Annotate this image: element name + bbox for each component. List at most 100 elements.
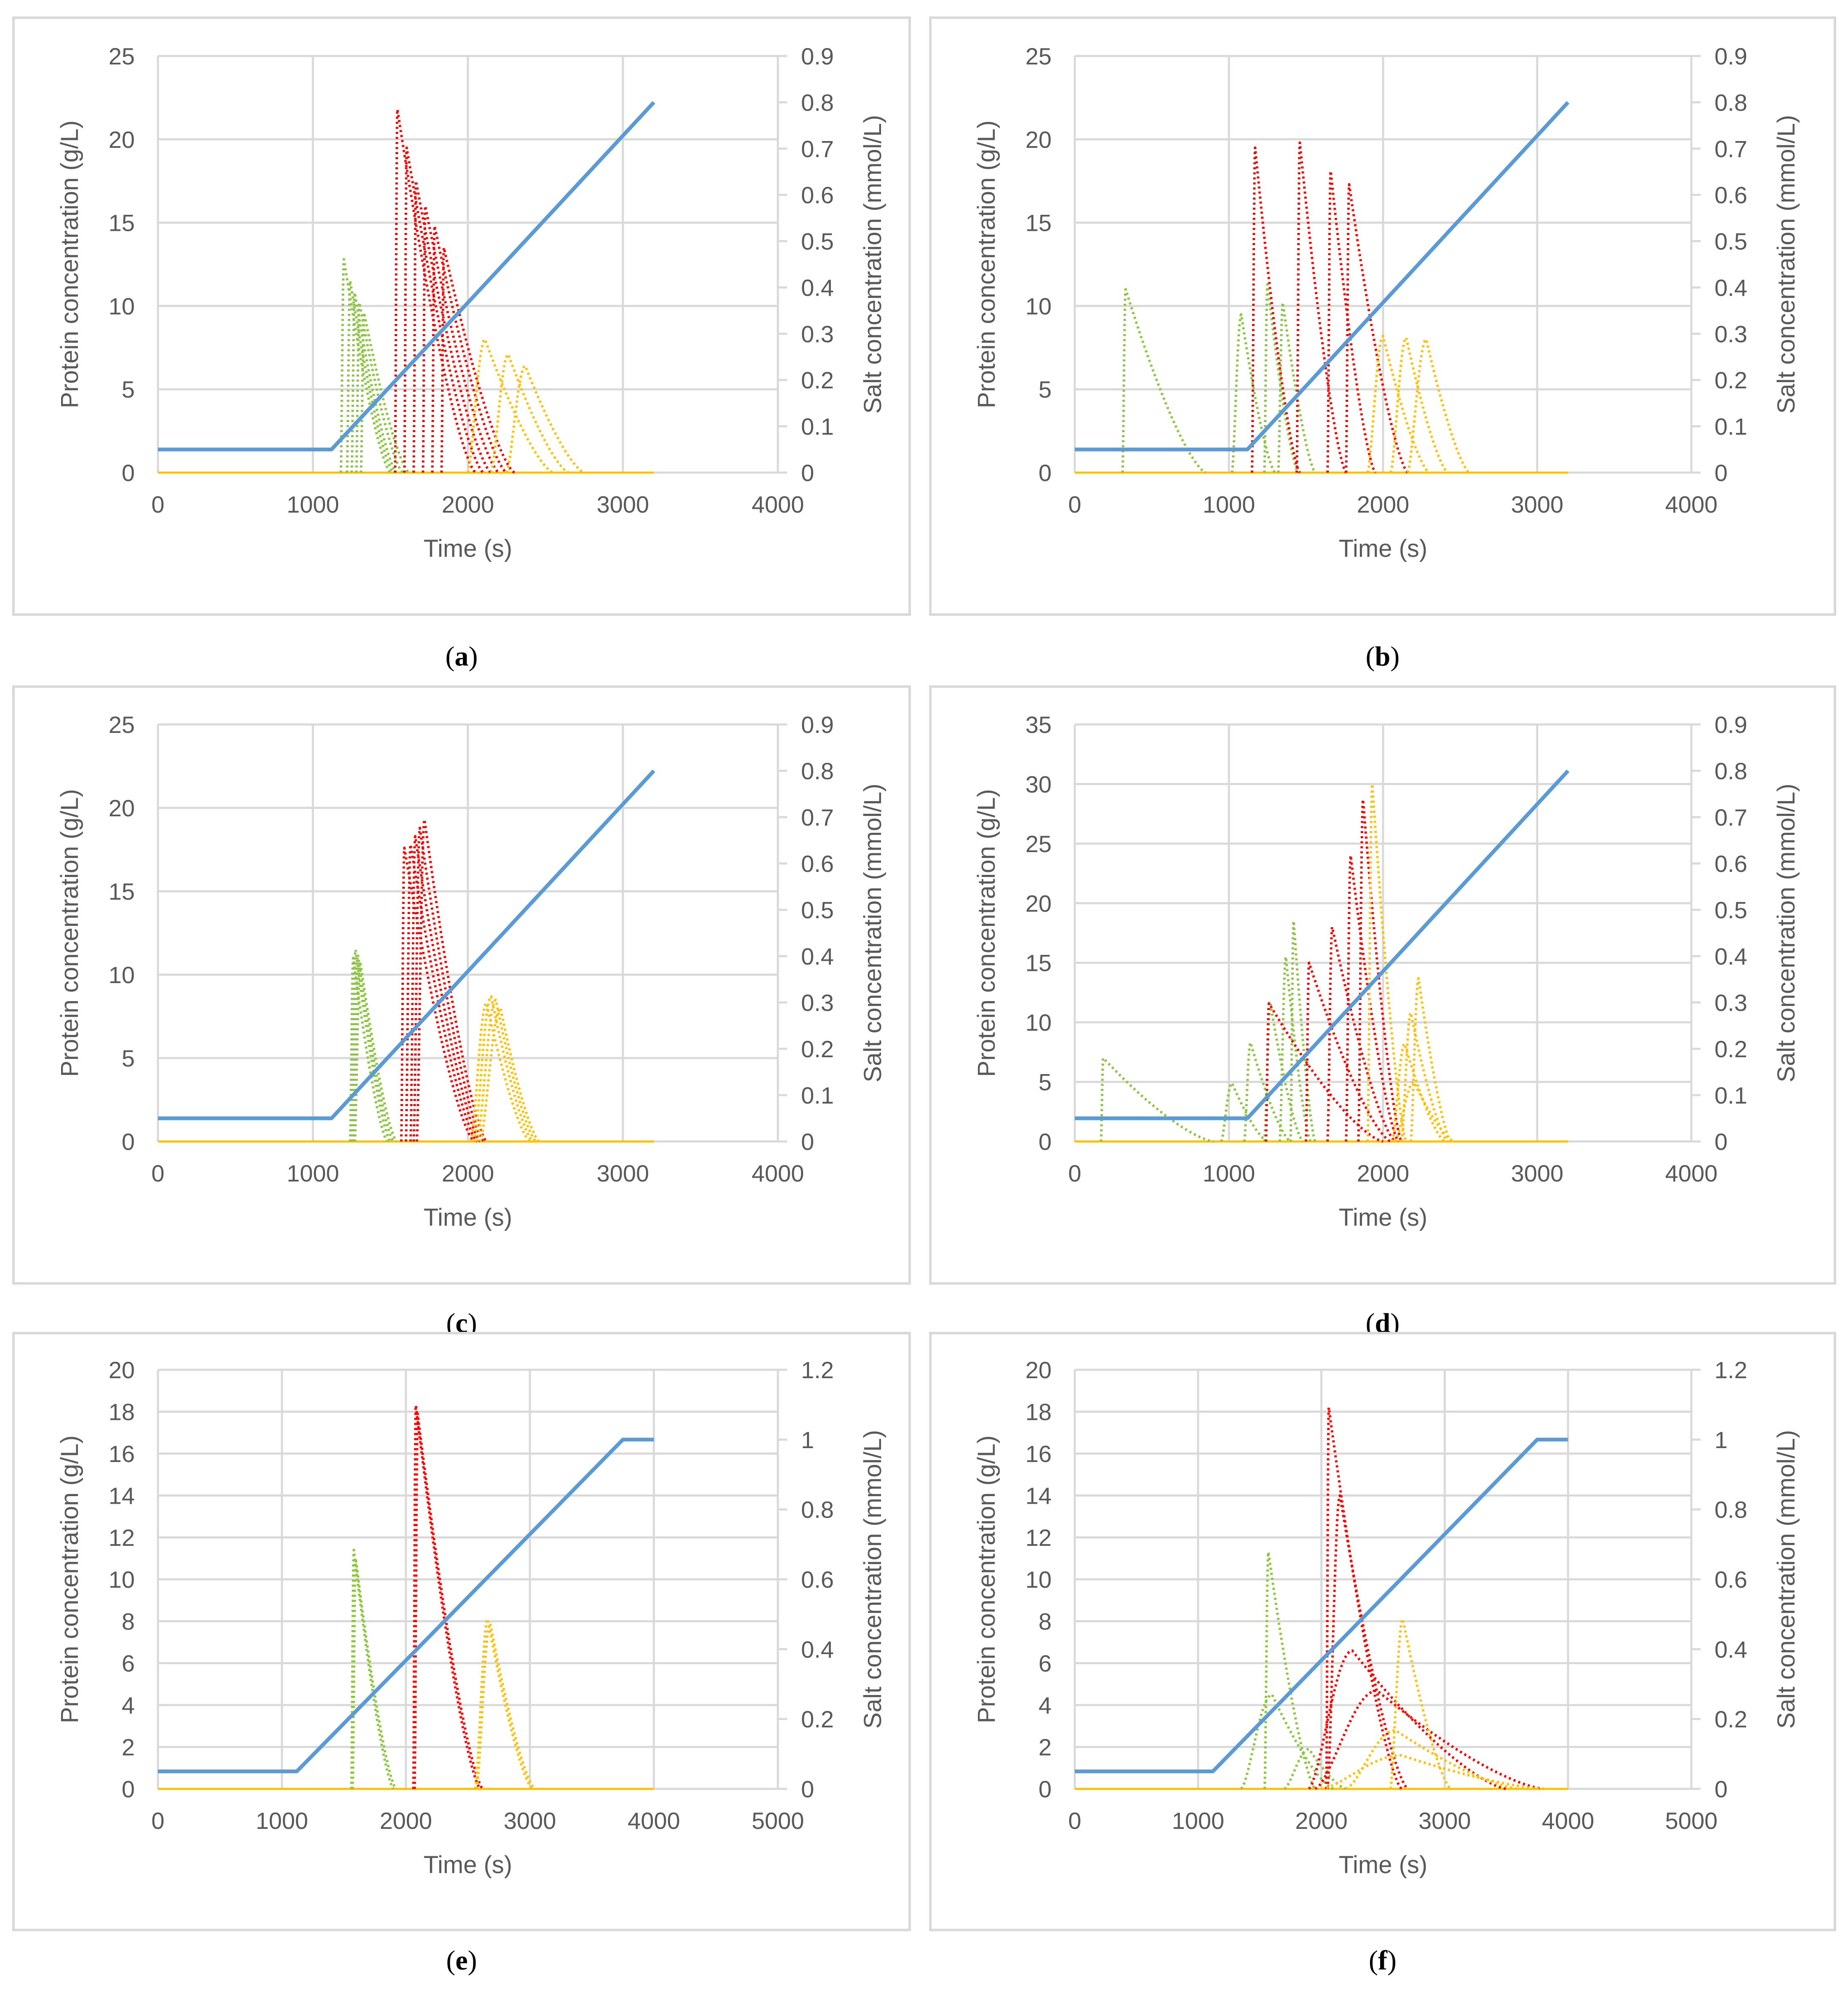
y2-tick-label: 0.8 <box>801 1497 834 1523</box>
panel-frame <box>12 685 911 1285</box>
panel-frame <box>12 16 911 616</box>
caption-paren-open: ( <box>446 1945 455 1976</box>
peak-red <box>1264 1002 1383 1143</box>
y-tick-label: 12 <box>109 1524 135 1551</box>
chart-panel-d: 0 1000 2000 3000 4000 0 5 10 15 20 25 30 35 0 0.1 0.2 0.… <box>929 685 1836 1339</box>
x-axis-title: Time (s) <box>424 1851 512 1879</box>
y2-tick-label: 0.3 <box>1714 989 1747 1016</box>
y-tick-label: 5 <box>1039 376 1052 403</box>
caption-paren-close: ) <box>468 1945 477 1976</box>
y2-tick-label: 0 <box>1714 460 1728 486</box>
peak-yellow <box>1409 977 1452 1142</box>
y2-tick-label: 1.2 <box>1714 1357 1747 1383</box>
caption-paren-open: ( <box>1369 1945 1378 1976</box>
y2-tick-label: 0.8 <box>801 89 834 116</box>
y-tick-label: 10 <box>1025 293 1052 319</box>
y2-tick-label: 0 <box>1714 1776 1728 1802</box>
peak-yellow <box>479 1007 540 1143</box>
y-tick-label: 20 <box>1025 126 1052 153</box>
x-tick-label: 1000 <box>1203 491 1255 518</box>
panel-caption: (b) <box>1366 641 1400 672</box>
y2-tick-label: 0.4 <box>1714 274 1747 301</box>
y-axis-title: Protein concentration (g/L) <box>56 1435 83 1723</box>
y-tick-label: 4 <box>122 1692 135 1719</box>
peak-red <box>1314 1689 1544 1790</box>
chart-panel-c: 0 1000 2000 3000 4000 0 5 10 15 20 25 0 0.1 0.2 0.3 0.4… <box>12 685 911 1339</box>
y-tick-label: 2 <box>1039 1734 1052 1761</box>
peak-red <box>413 1412 484 1790</box>
y-tick-label: 25 <box>109 43 135 69</box>
y-axis-title: Protein concentration (g/L) <box>56 789 83 1077</box>
panel-caption: (a) <box>446 641 478 672</box>
y-tick-label: 5 <box>122 1045 135 1072</box>
y2-axis-title: Salt concentration (mmol/L) <box>1773 115 1800 414</box>
salt-gradient-line <box>1075 1438 1568 1773</box>
y-tick-label: 6 <box>122 1650 135 1677</box>
y2-tick-label: 0 <box>801 1776 814 1802</box>
peak-green <box>350 1548 395 1790</box>
x-tick-label: 2000 <box>1357 491 1410 518</box>
y-tick-label: 10 <box>109 1566 135 1593</box>
x-tick-label: 1000 <box>1172 1807 1225 1834</box>
x-tick-label: 2000 <box>1357 1160 1410 1187</box>
x-tick-label: 0 <box>151 1160 164 1187</box>
peak-yellow <box>490 353 569 474</box>
peak-red <box>1250 146 1301 473</box>
y2-tick-label: 0.7 <box>801 804 834 831</box>
y-tick-label: 2 <box>122 1734 135 1761</box>
y-tick-label: 20 <box>109 126 135 153</box>
peak-green <box>353 960 398 1142</box>
y-tick-label: 16 <box>1025 1441 1052 1467</box>
y-tick-label: 8 <box>122 1608 135 1635</box>
y-tick-label: 5 <box>1039 1069 1052 1096</box>
peak-red <box>1326 170 1377 473</box>
y2-tick-label: 0.5 <box>801 897 834 923</box>
peak-yellow <box>1366 783 1407 1142</box>
caption-paren-close: ) <box>1387 1945 1397 1976</box>
y-tick-label: 6 <box>1039 1650 1052 1677</box>
y-tick-label: 20 <box>1025 890 1052 917</box>
y-tick-label: 20 <box>109 1357 135 1383</box>
y2-tick-label: 0.5 <box>801 228 834 255</box>
y2-tick-label: 0.2 <box>801 1706 834 1732</box>
y2-axis-title: Salt concentration (mmol/L) <box>1773 783 1800 1082</box>
caption-paren-open: ( <box>446 641 455 672</box>
peak-green <box>1277 301 1317 473</box>
y2-tick-label: 0.8 <box>801 758 834 784</box>
caption-paren-close: ) <box>1390 641 1399 672</box>
peak-red <box>412 1404 481 1790</box>
salt-gradient-line <box>158 769 655 1120</box>
peak-green <box>1243 1041 1291 1143</box>
y2-tick-label: 0.3 <box>1714 321 1747 347</box>
y2-tick-label: 0.3 <box>801 321 834 347</box>
x-tick-label: 0 <box>151 1807 164 1834</box>
x-tick-label: 1000 <box>1203 1160 1255 1187</box>
peak-green <box>346 280 395 474</box>
y-tick-label: 25 <box>1025 43 1052 69</box>
y-tick-label: 16 <box>109 1441 135 1467</box>
x-tick-label: 2000 <box>1295 1807 1348 1834</box>
peak-red <box>1295 141 1347 473</box>
peak-green <box>360 311 410 474</box>
y-tick-label: 0 <box>1039 460 1052 486</box>
x-tick-label: 4000 <box>1665 491 1718 518</box>
peak-green <box>350 948 392 1142</box>
y2-tick-label: 0.8 <box>1714 89 1747 116</box>
x-tick-label: 3000 <box>597 1160 649 1187</box>
y-tick-label: 0 <box>1039 1128 1052 1155</box>
salt-gradient-line <box>158 1438 654 1773</box>
y-tick-label: 10 <box>1025 1566 1052 1593</box>
y2-tick-label: 0.5 <box>1714 228 1747 255</box>
x-tick-label: 1000 <box>287 491 339 518</box>
x-axis-title: Time (s) <box>1339 535 1427 562</box>
peak-red <box>431 225 507 474</box>
x-tick-label: 3000 <box>1511 1160 1564 1187</box>
y2-tick-label: 0.8 <box>1714 1497 1747 1523</box>
y2-tick-label: 0.9 <box>801 43 834 69</box>
peak-green <box>1231 313 1276 474</box>
y2-tick-label: 0.4 <box>1714 1636 1747 1663</box>
protein-series <box>1240 1406 1544 1790</box>
y2-tick-label: 1 <box>1714 1427 1728 1453</box>
y2-tick-label: 0.6 <box>1714 850 1747 877</box>
